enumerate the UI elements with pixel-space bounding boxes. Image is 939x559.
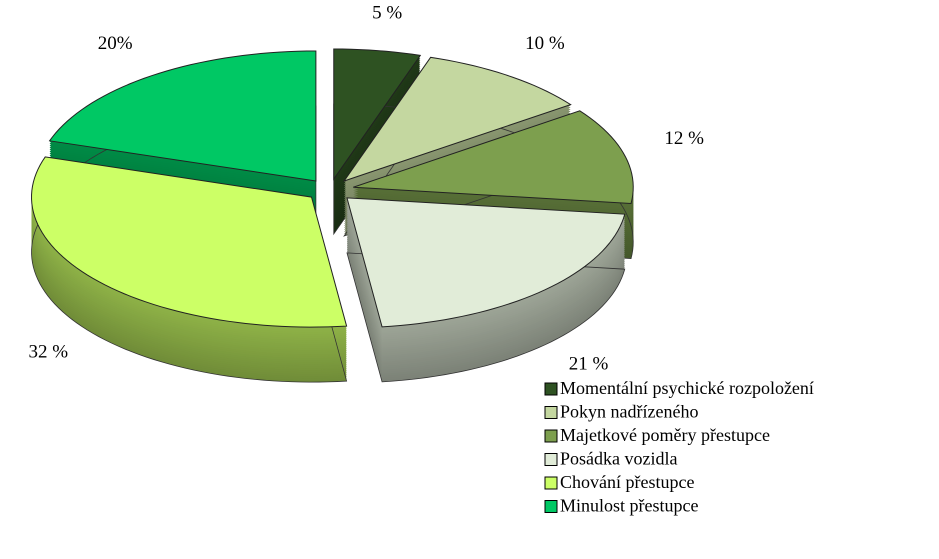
data-label: 21 %	[569, 353, 609, 374]
slice	[333, 48, 422, 181]
slice	[342, 56, 572, 182]
data-label: 10 %	[525, 33, 565, 54]
slice	[48, 50, 317, 182]
legend-swatch	[544, 429, 558, 443]
slice-side-edge	[31, 211, 348, 383]
data-label: 5 %	[372, 3, 402, 24]
legend-label: Momentální psychické rozpoložení	[560, 378, 814, 398]
data-label: 32 %	[29, 342, 69, 363]
data-label: 12 %	[664, 128, 704, 149]
data-label: 20%	[98, 33, 133, 54]
legend-label: Posádka vozidla	[560, 449, 677, 469]
legend-swatch	[544, 406, 558, 419]
legend-label: Majetkové poměry přestupce	[560, 425, 770, 445]
slice	[31, 156, 348, 328]
legend-label: Chování přestupce	[560, 472, 694, 492]
legend-swatch	[544, 453, 558, 466]
legend-swatch	[544, 382, 558, 396]
slice-side-edge	[346, 252, 626, 383]
legend-label: Pokyn nadřízeného	[560, 402, 698, 422]
slice	[346, 197, 626, 328]
legend-label: Minulost přestupce	[560, 496, 698, 516]
legend-swatch	[544, 476, 558, 490]
slice	[353, 110, 634, 205]
legend-swatch	[544, 500, 558, 513]
